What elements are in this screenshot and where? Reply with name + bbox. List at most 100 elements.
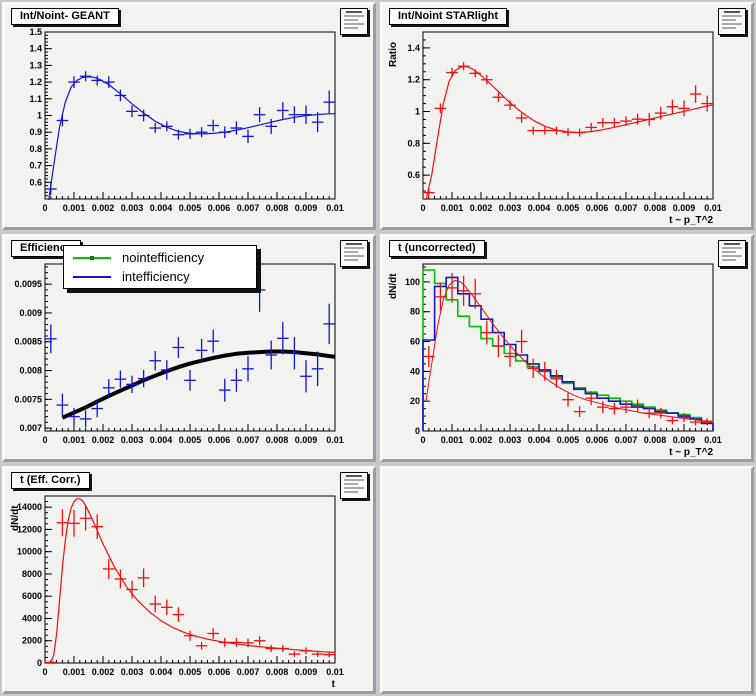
legend-line-blue: [73, 275, 111, 278]
pad-t-uncorrected[interactable]: 0 0.001 0.002 0.003 0.004 0.005 0.006 0.007 0.00…: [380, 234, 754, 462]
x-tick-label: 0.01: [704, 435, 722, 445]
pad-title-text: t (Eff. Corr.): [20, 474, 81, 486]
y-tick-label: 4000: [22, 613, 42, 623]
x-tick-label: 0.002: [92, 203, 115, 213]
y-tick-label: 0.6: [29, 177, 42, 187]
y-tick-label: 0.8: [407, 138, 420, 148]
stats-icon-line: [722, 19, 736, 21]
x-tick-label: 0.007: [237, 435, 260, 445]
legend[interactable]: nointefficiency intefficiency: [63, 245, 257, 289]
y-tick-label: 1.2: [29, 77, 42, 87]
stats-icon-line: [722, 251, 736, 253]
y-axis-title: Ratio: [388, 42, 399, 67]
x-tick-label: 0.009: [673, 435, 696, 445]
stats-icon-line: [344, 255, 364, 257]
stats-icon-line: [344, 15, 364, 17]
series-group: [45, 268, 336, 428]
x-tick-label: 0.009: [295, 203, 318, 213]
y-tick-label: 80: [410, 307, 420, 317]
stats-icon-line: [344, 27, 358, 29]
x-axis-title: t: [332, 679, 336, 690]
x-tick-label: 0.007: [615, 435, 638, 445]
y-tick-label: 1.1: [29, 94, 42, 104]
histogram-blue: [422, 276, 714, 431]
plot-area-t-eff-corr[interactable]: 0 0.001 0.002 0.003 0.004 0.005 0.006 0.007 0.00…: [5, 469, 373, 691]
y-tick-label: 10000: [17, 547, 42, 557]
y-tick-label: 0.6: [407, 170, 420, 180]
x-tick-label: 0.001: [441, 203, 464, 213]
plot-area-efficiency[interactable]: 0 0.001 0.002 0.003 0.004 0.005 0.006 0.007 0.00…: [5, 237, 373, 459]
y-tick-label: 0.8: [29, 144, 42, 154]
x-tick-label: 0.008: [644, 203, 667, 213]
stats-icon-line: [344, 483, 358, 485]
x-tick-label: 0.009: [295, 667, 318, 677]
x-tick-label: 0.006: [208, 435, 231, 445]
x-tick-label: 0.001: [441, 435, 464, 445]
pad-int-noint-starlight[interactable]: 0 0.001 0.002 0.003 0.004 0.005 0.006 0.007 0.00…: [380, 2, 754, 230]
title-pave-starlight[interactable]: Int/Noint STARlight: [389, 8, 507, 25]
y-tick-label: 0.0075: [14, 394, 42, 404]
x-tick-label: 0.004: [528, 203, 551, 213]
legend-item-intefficiency[interactable]: intefficiency: [64, 267, 256, 286]
legend-marker-dot: [90, 255, 94, 260]
y-tick-label: 8000: [22, 569, 42, 579]
x-tick-label: 0: [42, 435, 47, 445]
x-tick-label: 0.002: [470, 203, 493, 213]
x-tick-label: 0.004: [150, 667, 173, 677]
stats-box-icon[interactable]: [718, 8, 746, 35]
stats-icon-line: [722, 259, 736, 261]
x-tick-label: 0.004: [528, 435, 551, 445]
title-pave-t-uncorrected[interactable]: t (uncorrected): [389, 240, 485, 257]
x-tick-label: 0.006: [208, 667, 231, 677]
pad-int-noint-geant[interactable]: 0 0.001 0.002 0.003 0.004 0.005 0.006 0.007 0.00…: [2, 2, 376, 230]
stats-box-icon[interactable]: [340, 240, 368, 267]
x-tick-label: 0.01: [326, 435, 344, 445]
plot-frame: [422, 31, 714, 200]
y-tick-label: 20: [410, 396, 420, 406]
pad-title-text: Int/Noint- GEANT: [20, 10, 110, 22]
legend-label: intefficiency: [122, 269, 190, 284]
stats-box-icon[interactable]: [340, 8, 368, 35]
stats-icon-line: [344, 259, 358, 261]
x-tick-label: 0.007: [615, 203, 638, 213]
pad-t-eff-corr[interactable]: 0 0.001 0.002 0.003 0.004 0.005 0.006 0.007 0.00…: [2, 466, 376, 694]
x-tick-label: 0.003: [499, 435, 522, 445]
y-axis-title: dN/dt: [10, 505, 21, 531]
pad-title-text: Int/Noint STARlight: [398, 10, 498, 22]
pad-efficiency[interactable]: 0 0.001 0.002 0.003 0.004 0.005 0.006 0.007 0.00…: [2, 234, 376, 462]
plot-area-geant[interactable]: 0 0.001 0.002 0.003 0.004 0.005 0.006 0.007 0.00…: [5, 5, 373, 227]
y-axis-title: dN/dt: [388, 273, 399, 299]
series-group: [422, 269, 714, 431]
x-tick-label: 0.005: [179, 667, 202, 677]
y-tick-label: 0.7: [29, 161, 42, 171]
x-tick-label: 0.008: [266, 203, 289, 213]
stats-icon-header: [346, 243, 362, 245]
x-tick-label: 0.003: [121, 667, 144, 677]
y-tick-label: 0.008: [19, 366, 42, 376]
x-tick-label: 0.004: [150, 203, 173, 213]
title-pave-t-eff-corr[interactable]: t (Eff. Corr.): [11, 472, 90, 489]
y-tick-label: 40: [410, 366, 420, 376]
stats-box-icon[interactable]: [718, 240, 746, 267]
y-tick-label: 1.2: [407, 75, 420, 85]
y-tick-label: 0.9: [29, 127, 42, 137]
x-tick-label: 0.003: [499, 203, 522, 213]
stats-box-icon[interactable]: [340, 472, 368, 499]
stats-icon-line: [344, 247, 364, 249]
plot-area-starlight[interactable]: 0 0.001 0.002 0.003 0.004 0.005 0.006 0.007 0.00…: [383, 5, 751, 227]
y-tick-label: 0: [37, 658, 42, 668]
stats-icon-line: [722, 255, 742, 257]
x-tick-label: 0.006: [208, 203, 231, 213]
plot-frame: [44, 31, 336, 200]
legend-item-nointefficiency[interactable]: nointefficiency: [64, 248, 256, 267]
x-tick-label: 0.01: [326, 667, 344, 677]
pad-empty[interactable]: [380, 466, 754, 694]
stats-icon-line: [722, 23, 742, 25]
x-tick-label: 0.001: [63, 203, 86, 213]
title-pave-geant[interactable]: Int/Noint- GEANT: [11, 8, 119, 25]
series-group: [45, 498, 336, 663]
y-tick-label: 6000: [22, 591, 42, 601]
stats-icon-header: [724, 243, 740, 245]
plot-area-t-uncorrected[interactable]: 0 0.001 0.002 0.003 0.004 0.005 0.006 0.007 0.00…: [383, 237, 751, 459]
x-tick-label: 0.005: [179, 203, 202, 213]
